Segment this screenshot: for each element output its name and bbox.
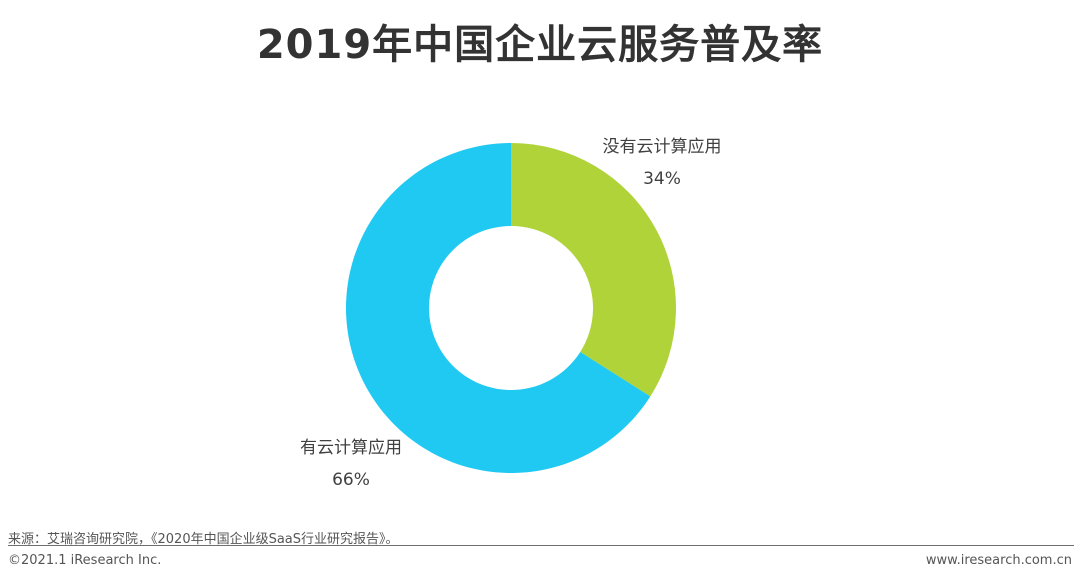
donut-slice-1 [345,142,651,473]
source-note: 来源：艾瑞咨询研究院，《2020年中国企业级SaaS行业研究报告》。 [8,532,399,547]
slice-label-0: 没有云计算应用 [603,137,722,157]
footer-divider [8,545,1074,546]
website-url: www.iresearch.com.cn [925,553,1072,568]
copyright-text: ©2021.1 iResearch Inc. [8,553,162,568]
slice-label-1: 有云计算应用 [300,438,402,458]
slice-value-0: 34% [643,169,681,189]
slice-value-1: 66% [332,470,370,490]
donut-slice-0 [511,143,676,397]
chart-title: 2019年中国企业云服务普及率 [256,22,824,68]
